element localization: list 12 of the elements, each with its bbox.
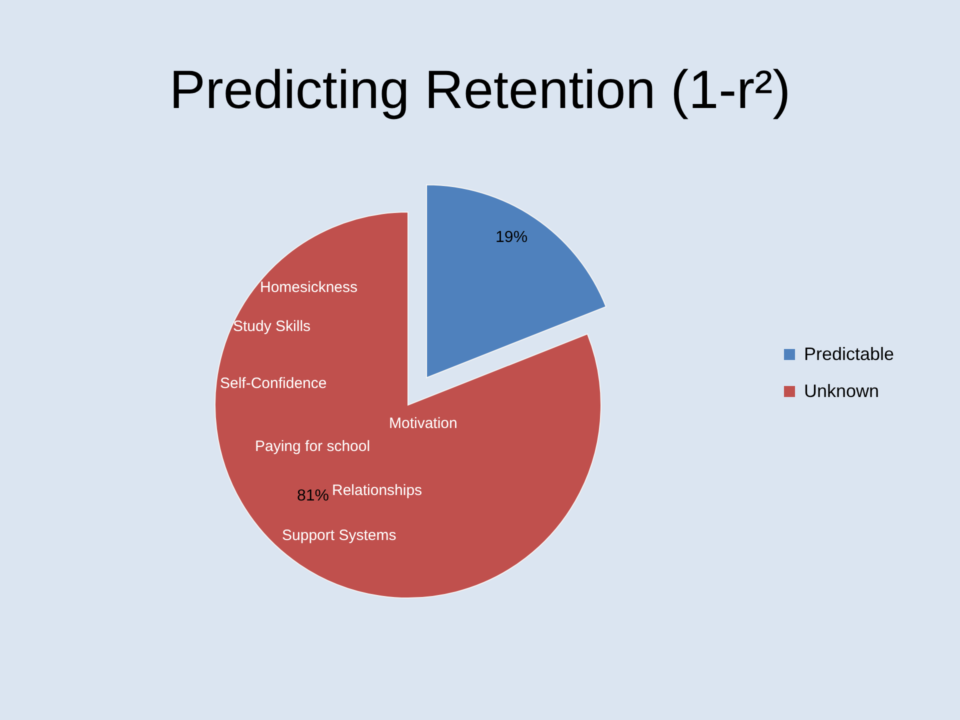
data-label: 81% xyxy=(296,488,330,504)
text: Self-Confidence xyxy=(220,374,327,394)
text: Homesickness xyxy=(260,278,358,298)
legend-label: Unknown xyxy=(804,381,880,402)
chart-title: Predicting Retention (1-r²) xyxy=(168,59,792,122)
data-label: 19% xyxy=(496,229,528,246)
text: Motivation xyxy=(389,414,458,434)
text: Paying for school xyxy=(255,437,370,457)
text: Study Skills xyxy=(233,317,311,337)
text: Relationships xyxy=(332,481,422,501)
text: Support Systems xyxy=(282,526,396,546)
legend-label: Predictable xyxy=(804,344,894,365)
